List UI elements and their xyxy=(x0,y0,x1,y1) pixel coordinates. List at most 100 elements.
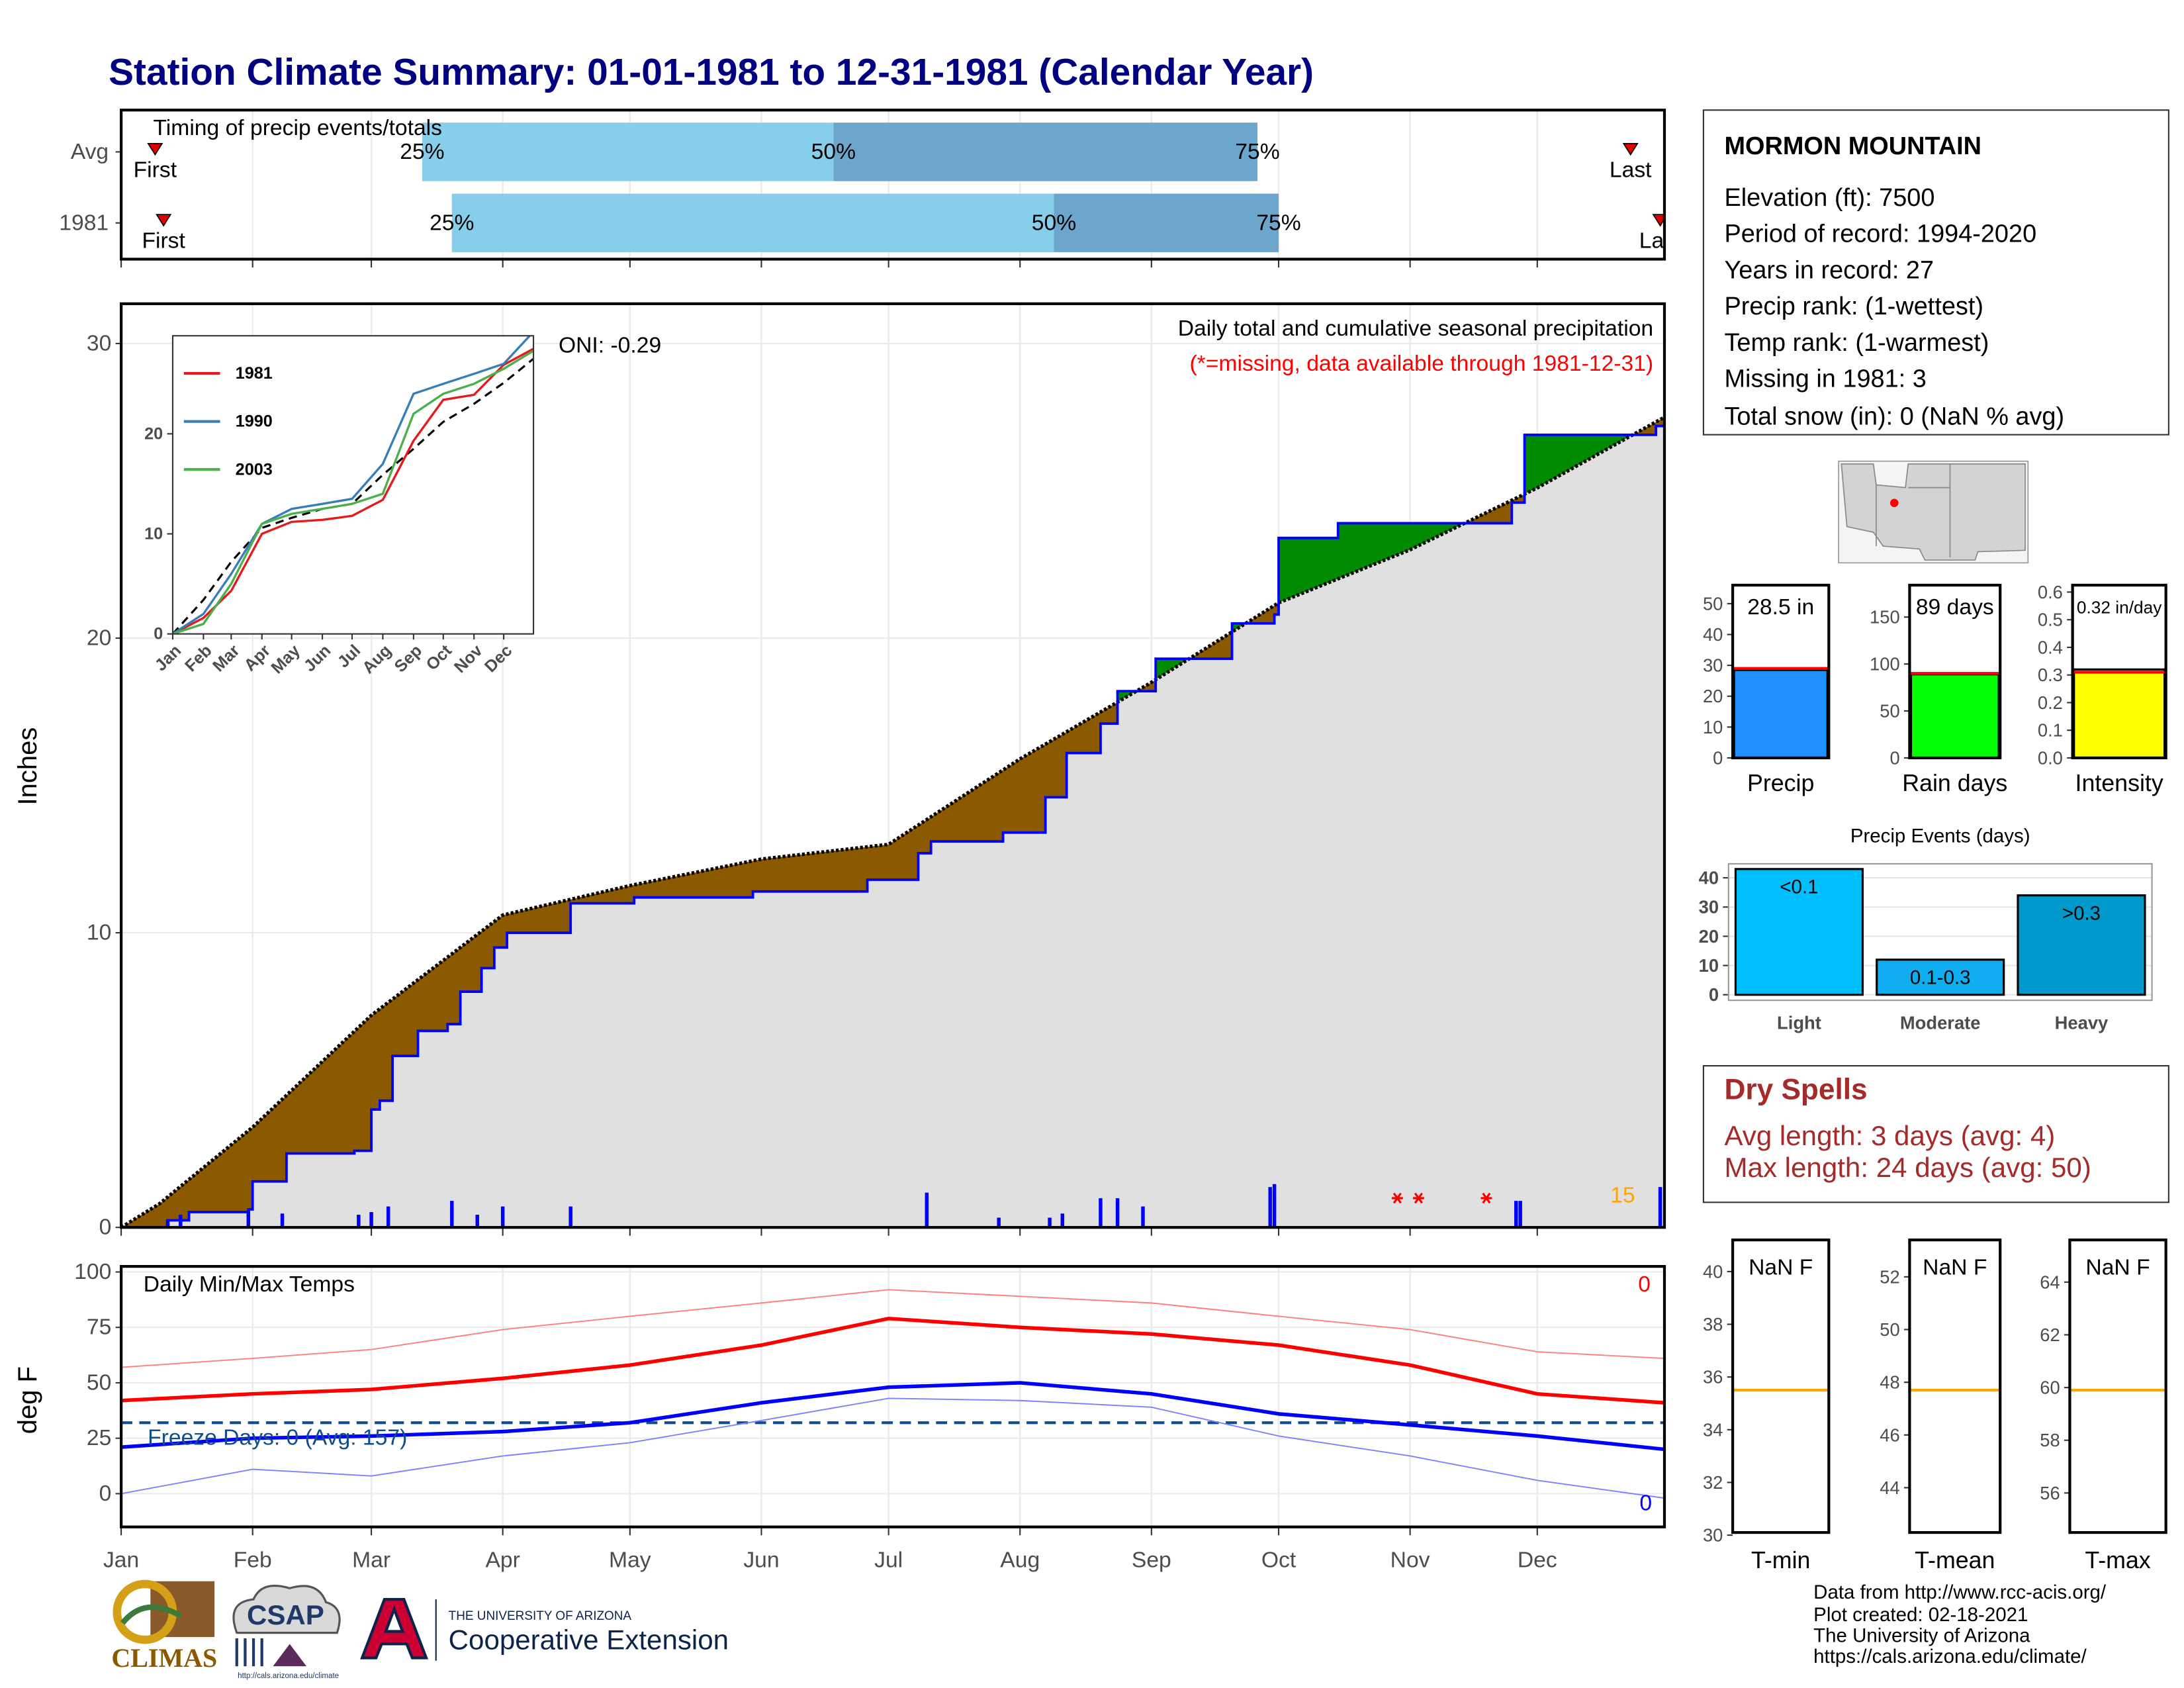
temperature-lines xyxy=(121,1289,1664,1499)
series-line xyxy=(172,350,534,634)
panel-title: Daily Min/Max Temps xyxy=(144,1272,355,1297)
y-tick-label: 0 xyxy=(154,625,163,643)
y-tick-label: 20 xyxy=(1703,686,1723,706)
daily-bar xyxy=(1268,1187,1272,1228)
value-label: 0.32 in/day xyxy=(2077,598,2162,618)
daily-bar xyxy=(369,1212,373,1228)
event-label: First xyxy=(134,158,177,182)
panel-frame xyxy=(119,109,1666,261)
y-tick-label: 30 xyxy=(1703,655,1723,676)
y-tick-label: 0.6 xyxy=(2038,582,2063,602)
y-tick-label: 40 xyxy=(1699,868,1719,888)
value-label: >0.3 xyxy=(2062,902,2101,924)
daily-bar xyxy=(1514,1201,1518,1228)
event-marker xyxy=(156,214,172,227)
x-tick-label: May xyxy=(609,1548,651,1573)
daily-bar xyxy=(386,1206,390,1228)
count-label: 0 xyxy=(1639,1491,1652,1515)
x-tick-label: Dec xyxy=(1518,1548,1557,1573)
category-label: T-min xyxy=(1751,1547,1810,1573)
bar xyxy=(1733,669,1829,759)
quantile-label: 75% xyxy=(1256,211,1300,235)
quantile-label: 50% xyxy=(1032,211,1076,235)
value-label: 0.1-0.3 xyxy=(1910,967,1971,989)
legend-label: 1990 xyxy=(236,412,273,431)
timing-bar xyxy=(451,193,1054,252)
locator-map xyxy=(1838,460,2029,564)
timing-bar xyxy=(1054,193,1279,252)
y-tick-label: 0 xyxy=(99,1215,112,1240)
x-tick-label: Sep xyxy=(1132,1548,1171,1573)
daily-bar xyxy=(1272,1184,1277,1228)
daily-bar xyxy=(280,1213,285,1228)
y-tick-label: 20 xyxy=(1699,926,1719,947)
y-tick-label: 10 xyxy=(1699,955,1719,976)
footer-line: https://cals.arizona.edu/climate/ xyxy=(1813,1646,2087,1667)
footer-line: Data from http://www.rcc-acis.org/ xyxy=(1813,1581,2107,1603)
y-tick-label: 0 xyxy=(1713,747,1723,768)
panel-frame xyxy=(1731,583,1831,760)
ua-logo: THE UNIVERSITY OF ARIZONA Cooperative Ex… xyxy=(360,1598,729,1661)
panel-frame xyxy=(1731,1239,1831,1534)
y-tick-label: 10 xyxy=(87,921,111,945)
y-tick-label: 30 xyxy=(87,331,111,355)
panel-frame xyxy=(2071,583,2167,760)
info-line: Years in record: 27 xyxy=(1724,256,1934,284)
y-tick-label: 34 xyxy=(1703,1419,1723,1440)
y-tick-label: 25 xyxy=(87,1426,111,1450)
y-tick-label: 0.0 xyxy=(2038,747,2063,768)
panel-background xyxy=(1909,1240,2001,1533)
y-tick-label: 40 xyxy=(1703,1261,1723,1282)
event-marker xyxy=(147,142,163,156)
page-title: Station Climate Summary: 01-01-1981 to 1… xyxy=(109,52,1314,93)
daily-bar xyxy=(1141,1206,1145,1228)
category-label: T-mean xyxy=(1915,1547,1995,1573)
event-label: First xyxy=(142,229,185,254)
bar xyxy=(2017,894,2146,996)
panel-title: Precip Events (days) xyxy=(1850,825,2030,847)
y-tick-label: 30 xyxy=(1703,1525,1723,1546)
event-label: Last xyxy=(1639,229,1682,254)
logo-text: THE UNIVERSITY OF ARIZONA xyxy=(449,1609,632,1623)
temperature-line xyxy=(121,1317,1664,1405)
daily-bar xyxy=(1115,1198,1120,1228)
station-name: MORMON MOUNTAIN xyxy=(1724,132,1981,160)
count-label: 15 xyxy=(1610,1183,1635,1207)
daily-bar xyxy=(357,1215,361,1228)
x-tick-label: Apr xyxy=(485,1548,520,1573)
missing-marker xyxy=(1391,1192,1403,1204)
daily-bar xyxy=(997,1217,1001,1228)
event-marker xyxy=(1622,142,1639,156)
category-label: Heavy xyxy=(2055,1012,2109,1033)
y-tick-label: 0 xyxy=(1889,747,1899,768)
y-tick-label: 64 xyxy=(2040,1272,2060,1292)
footer-line: The University of Arizona xyxy=(1813,1624,2030,1646)
category-label: T-max xyxy=(2085,1547,2150,1573)
y-tick-label: 0.4 xyxy=(2038,637,2063,657)
x-tick-label: Feb xyxy=(234,1548,272,1573)
daily-bar xyxy=(925,1192,929,1228)
value-label: 28.5 in xyxy=(1747,595,1814,620)
daily-bar xyxy=(1099,1198,1103,1228)
y-tick-label: 50 xyxy=(1880,1319,1899,1340)
legend-label: 1981 xyxy=(236,364,273,383)
y-tick-label: 0 xyxy=(1709,984,1719,1005)
y-tick-label: 36 xyxy=(1703,1367,1723,1387)
panel-background xyxy=(2070,1240,2166,1533)
logo-text: http://cals.arizona.edu/climate xyxy=(238,1672,339,1680)
y-tick-label: 38 xyxy=(1703,1314,1723,1335)
info-line: Temp rank: (1-warmest) xyxy=(1724,329,1989,357)
panel-frame xyxy=(1908,1239,2002,1534)
logo-text: Cooperative Extension xyxy=(449,1624,729,1656)
y-tick-label: 50 xyxy=(1880,701,1899,722)
category-label: Intensity xyxy=(2075,770,2163,796)
y-tick-label: 30 xyxy=(1699,897,1719,917)
temperature-line xyxy=(121,1381,1664,1452)
panel-frame xyxy=(119,1265,1666,1528)
average-line xyxy=(121,415,1664,1228)
timing-bar xyxy=(422,122,834,181)
y-tick-label: 0.3 xyxy=(2038,665,2063,685)
panel-frame xyxy=(1727,863,2153,1002)
value-label: 89 days xyxy=(1916,595,1994,620)
